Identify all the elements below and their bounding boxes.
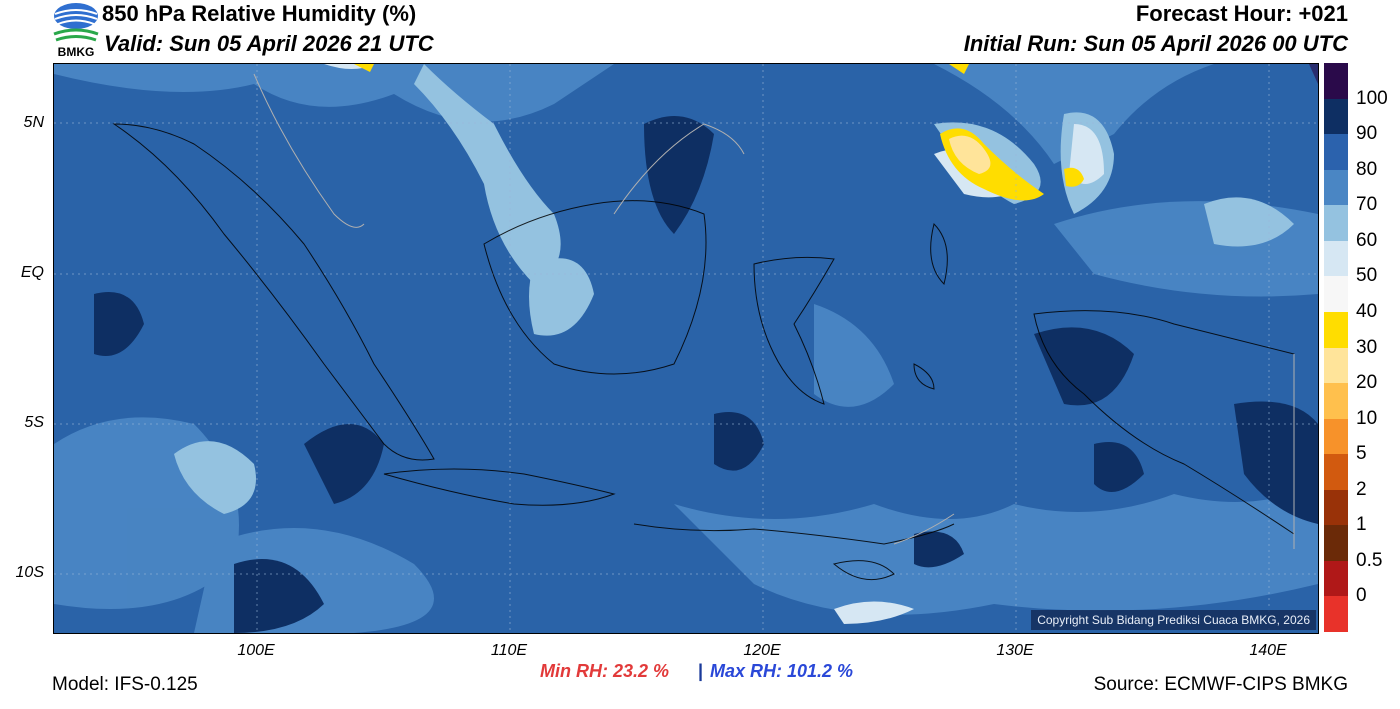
lat-label-eq: EQ — [20, 264, 44, 281]
map-title: 850 hPa Relative Humidity (%) — [102, 1, 417, 26]
colorbar-segment — [1324, 383, 1348, 420]
data-source: Source: ECMWF-CIPS BMKG — [1093, 674, 1348, 695]
colorbar-segment — [1324, 454, 1348, 491]
lat-label-5s: 5S — [24, 414, 44, 431]
colorbar-label: 2 — [1356, 478, 1367, 500]
colorbar-label: 20 — [1356, 372, 1378, 394]
colorbar-label: 90 — [1356, 123, 1378, 145]
lat-label-5n: 5N — [23, 114, 44, 131]
lon-label-110e: 110E — [490, 642, 528, 659]
forecast-hour: Forecast Hour: +021 — [1135, 1, 1348, 26]
colorbar-segment — [1324, 240, 1348, 277]
colorbar-label: 0 — [1356, 585, 1367, 607]
model-name: Model: IFS-0.125 — [52, 674, 198, 695]
colorbar-label: 0.5 — [1356, 549, 1383, 571]
colorbar-segment — [1324, 525, 1348, 562]
lon-label-100e: 100E — [237, 642, 275, 659]
valid-time: Valid: Sun 05 April 2026 21 UTC — [104, 31, 434, 56]
colorbar-segment — [1324, 134, 1348, 171]
colorbar-label: 10 — [1356, 407, 1378, 429]
colorbar-label: 40 — [1356, 300, 1378, 322]
colorbar-label: 100 — [1356, 87, 1388, 109]
lon-label-120e: 120E — [743, 642, 781, 659]
colorbar-segment — [1324, 311, 1348, 348]
initial-run: Initial Run: Sun 05 April 2026 00 UTC — [963, 31, 1348, 56]
colorbar-label: 80 — [1356, 158, 1378, 180]
max-rh: Max RH: 101.2 % — [710, 661, 854, 681]
colorbar — [1324, 63, 1348, 633]
colorbar-segment — [1324, 596, 1348, 633]
logo-text: BMKG — [57, 45, 95, 59]
colorbar-segment — [1324, 205, 1348, 242]
lon-label-140e: 140E — [1249, 642, 1287, 659]
colorbar-segment — [1324, 560, 1348, 597]
lat-label-10s: 10S — [15, 564, 44, 581]
colorbar-segment — [1324, 169, 1348, 206]
colorbar-label: 60 — [1356, 229, 1378, 251]
colorbar-segment — [1324, 276, 1348, 313]
colorbar-segment — [1324, 347, 1348, 384]
colorbar-segment — [1324, 63, 1348, 99]
copyright-notice: Copyright Sub Bidang Prediksi Cuaca BMKG… — [1031, 610, 1316, 630]
colorbar-segment — [1324, 98, 1348, 135]
colorbar-label: 1 — [1356, 514, 1367, 536]
min-rh: Min RH: 23.2 % — [540, 661, 670, 681]
colorbar-segment — [1324, 418, 1348, 455]
humidity-map — [53, 63, 1319, 634]
colorbar-label: 50 — [1356, 265, 1378, 287]
bmkg-logo-icon — [52, 0, 100, 60]
colorbar-segment — [1324, 489, 1348, 526]
colorbar-label: 70 — [1356, 194, 1378, 216]
lon-label-130e: 130E — [996, 642, 1034, 659]
colorbar-label: 5 — [1356, 443, 1367, 465]
stats-separator: | — [698, 661, 704, 681]
colorbar-label: 30 — [1356, 336, 1378, 358]
